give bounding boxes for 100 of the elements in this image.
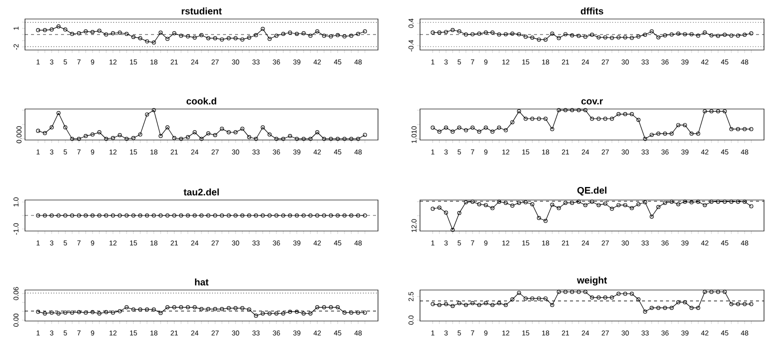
point	[570, 200, 574, 205]
point	[302, 136, 306, 141]
point	[179, 305, 184, 310]
point	[484, 301, 488, 306]
point	[470, 200, 475, 204]
point	[315, 305, 320, 310]
point	[536, 296, 541, 300]
point	[179, 136, 184, 141]
point	[696, 132, 700, 136]
point	[444, 210, 448, 215]
point	[437, 30, 442, 35]
point	[729, 200, 734, 204]
point	[663, 200, 668, 205]
point	[663, 306, 668, 310]
point	[690, 306, 694, 310]
point	[260, 26, 265, 31]
point	[643, 32, 648, 37]
point	[226, 130, 231, 134]
point	[530, 36, 534, 40]
point	[260, 311, 265, 316]
point	[268, 311, 272, 316]
point	[131, 34, 136, 39]
point	[124, 32, 129, 36]
point	[722, 200, 727, 204]
point	[563, 108, 568, 112]
point	[76, 31, 81, 36]
point	[234, 306, 238, 310]
point	[328, 305, 333, 310]
point	[550, 32, 554, 36]
point	[536, 116, 541, 121]
point	[477, 303, 482, 308]
point	[742, 302, 747, 306]
point	[643, 136, 648, 141]
point	[709, 109, 714, 114]
point	[497, 32, 502, 36]
point	[696, 306, 700, 310]
point	[288, 310, 292, 314]
point	[682, 300, 687, 304]
point	[504, 303, 508, 308]
point	[504, 128, 508, 132]
point	[510, 32, 514, 36]
chart-title: cook.d	[186, 97, 216, 104]
point	[104, 32, 108, 36]
point	[544, 296, 548, 300]
point	[729, 127, 734, 132]
point	[336, 305, 340, 310]
point	[596, 203, 601, 208]
point	[590, 296, 594, 300]
point	[742, 200, 747, 204]
point	[709, 200, 714, 204]
point	[124, 136, 129, 141]
point	[636, 297, 640, 302]
point	[722, 290, 727, 294]
point	[716, 200, 720, 204]
point	[596, 35, 601, 40]
point	[42, 311, 47, 316]
point	[138, 36, 142, 40]
point	[670, 132, 674, 136]
point	[226, 36, 231, 40]
point	[294, 136, 299, 141]
point	[676, 300, 680, 304]
point	[510, 120, 514, 124]
point	[464, 128, 468, 132]
point	[636, 202, 640, 206]
point	[63, 310, 68, 315]
point	[342, 310, 346, 315]
point	[643, 310, 648, 314]
chart-title: dffits	[580, 7, 604, 14]
point	[556, 36, 561, 40]
point	[670, 306, 674, 310]
point	[603, 35, 608, 40]
point	[524, 34, 528, 39]
point	[524, 200, 528, 204]
point	[186, 34, 190, 38]
point	[656, 35, 660, 40]
point	[268, 36, 272, 41]
point	[590, 32, 594, 37]
point	[497, 200, 502, 204]
point	[342, 34, 346, 38]
point	[90, 132, 95, 137]
point	[213, 36, 218, 40]
point	[696, 34, 700, 38]
point	[206, 131, 210, 136]
point	[702, 203, 707, 208]
point	[247, 36, 252, 40]
point	[702, 290, 707, 294]
point	[145, 39, 150, 44]
point	[544, 38, 548, 42]
point	[110, 136, 115, 140]
point	[294, 310, 299, 314]
point	[670, 200, 674, 204]
point	[530, 116, 534, 121]
point	[260, 125, 265, 130]
point	[110, 310, 115, 315]
point	[716, 109, 720, 114]
point	[76, 136, 81, 141]
point	[477, 202, 482, 206]
point	[570, 108, 574, 112]
point	[104, 136, 108, 141]
point	[84, 310, 88, 315]
